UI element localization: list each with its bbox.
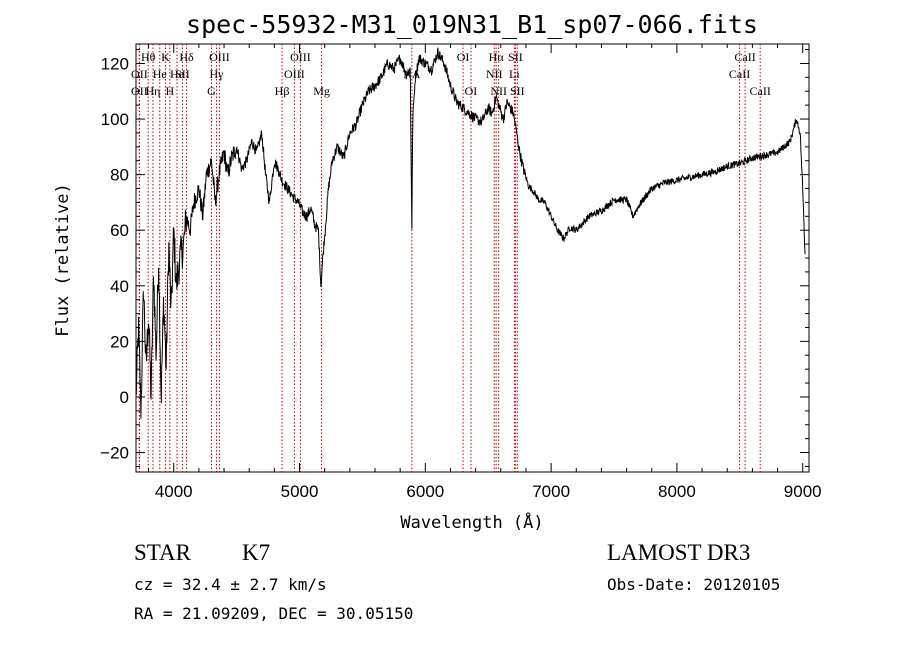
spectral-line-label: CaII (734, 50, 755, 64)
spectral-line-label: NII (490, 84, 507, 98)
x-tick-label: 8000 (658, 482, 696, 501)
y-tick-label: 20 (110, 332, 129, 351)
x-tick-label: 9000 (784, 482, 822, 501)
y-tick-label: 0 (120, 388, 129, 407)
y-axis-label: Flux (relative) (53, 183, 73, 337)
y-tick-label: 120 (101, 54, 129, 73)
plot-frame (135, 43, 810, 473)
spectral-line-label: OIII (284, 67, 305, 81)
observation-date: Obs-Date: 20120105 (607, 575, 780, 594)
spectral-line-label: NII (486, 67, 503, 81)
redshift-cz: cz = 32.4 ± 2.7 km/s (134, 575, 327, 594)
spectral-line-label: OI (465, 84, 478, 98)
axis-ticks: 4000 5000 6000 7000 8000 9000 −20 0 20 40 60 80 100 1… (100, 44, 822, 501)
spectral-line-label: OI (457, 50, 470, 64)
y-tick-label: 40 (110, 277, 129, 296)
spectral-line-label: Hθ (141, 50, 156, 64)
y-tick-label: 60 (110, 221, 129, 240)
x-tick-label: 5000 (281, 482, 319, 501)
y-tick-label: 100 (101, 110, 129, 129)
y-tick-label: −20 (100, 444, 129, 463)
spectral-line-label: OIII (290, 50, 311, 64)
x-tick-label: 6000 (406, 482, 444, 501)
spectral-line-label: CaII (729, 67, 750, 81)
spectral-line-label: Hδ (179, 50, 194, 64)
spectral-line-label: K (161, 50, 170, 64)
spectral-line-label: SII (510, 84, 525, 98)
object-subclass: K7 (242, 540, 270, 565)
y-tick-label: 80 (110, 166, 129, 185)
spectral-line-label: OII (131, 67, 148, 81)
spectral-line-label: SII (175, 67, 190, 81)
ra-dec-coordinates: RA = 21.09209, DEC = 30.05150 (134, 604, 413, 623)
spectral-line-label: Mg (313, 84, 330, 98)
chart-title: spec-55932-M31_019N31_B1_sp07-066.fits (186, 10, 758, 39)
spectral-line-label: He (170, 67, 184, 81)
x-tick-label: 7000 (532, 482, 570, 501)
spectral-line-label: CaII (750, 84, 771, 98)
object-class: STAR (134, 540, 192, 565)
spectral-line-label: Hβ (275, 84, 290, 98)
spectral-line-label: H (166, 84, 175, 98)
spectral-line-label: Hγ (210, 67, 225, 81)
spectral-line-label: Hη (146, 84, 161, 98)
spectral-line-label: Li (509, 67, 520, 81)
spectral-line-label: SII (508, 50, 523, 64)
spectral-lines (138, 44, 761, 472)
survey-name: LAMOST DR3 (607, 540, 750, 565)
x-tick-label: 4000 (155, 482, 193, 501)
x-axis-label: Wavelength (Å) (400, 511, 543, 533)
spectral-line-label: OIII (209, 50, 230, 64)
spectral-line-label: G (207, 84, 216, 98)
spectral-line-label: Hα (489, 50, 505, 64)
flux-series-line (135, 47, 806, 419)
spectral-line-label: He (153, 67, 167, 81)
